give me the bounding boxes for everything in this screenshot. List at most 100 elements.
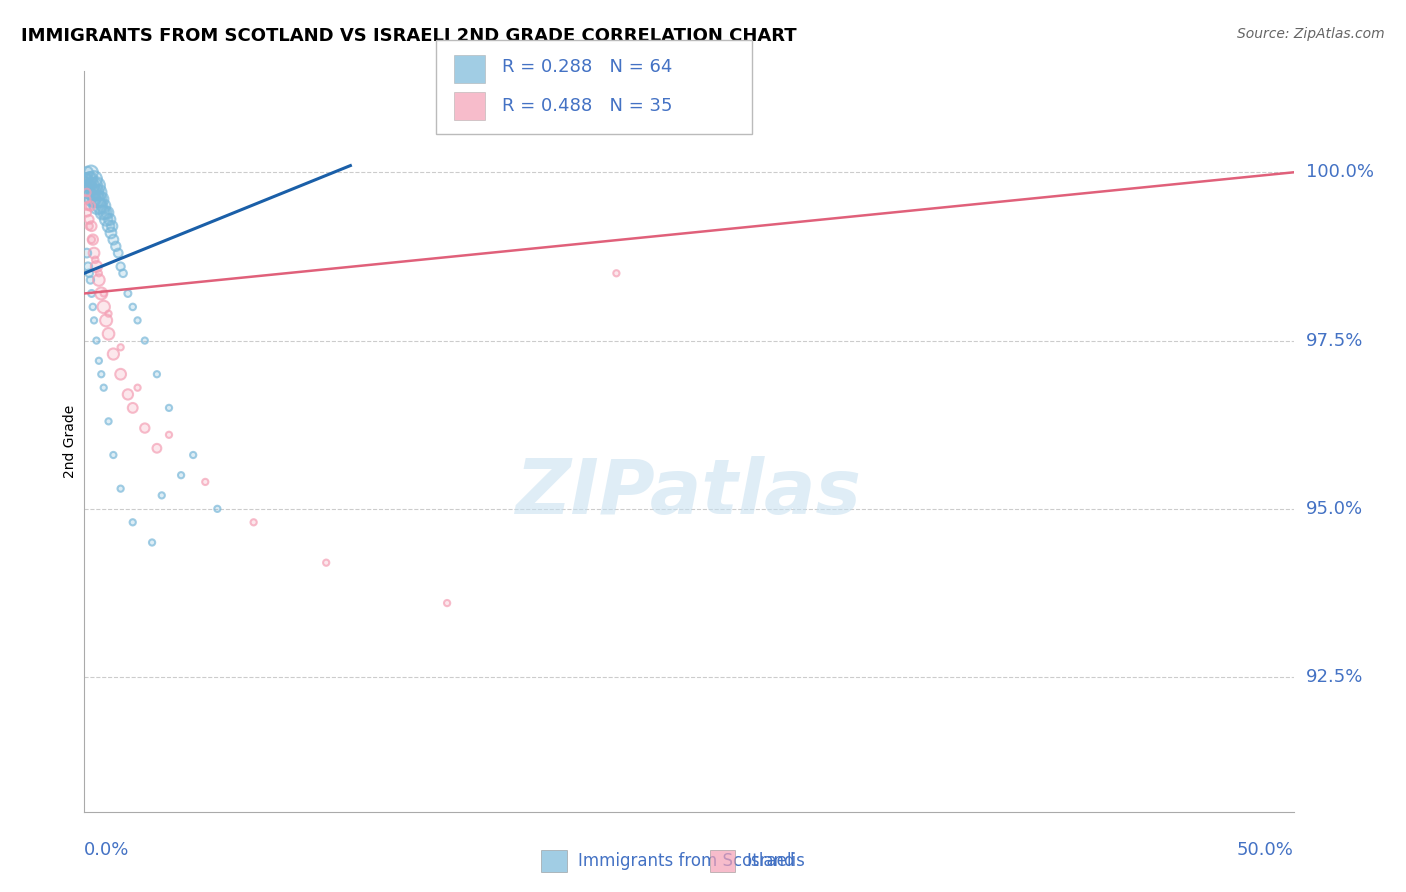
Point [87,273,110,287]
Point [79,178,101,193]
Point [79,199,101,213]
Point [97,219,120,234]
Point [436,596,458,610]
Point [112,266,135,280]
Point [86,199,108,213]
Point [87,186,110,200]
Point [110,260,132,274]
Point [90,368,112,382]
Point [97,414,120,428]
Point [87,266,110,280]
Point [75,192,97,206]
Point [93,381,115,395]
Point [83,186,105,200]
Point [242,516,264,530]
Point [107,246,129,260]
Point [77,186,100,200]
Point [110,260,132,274]
Point [75,192,97,206]
Point [94,313,117,327]
Point [76,186,98,200]
Point [207,501,229,516]
Point [90,192,112,206]
Point [77,219,100,234]
Point [121,516,143,530]
Text: IMMIGRANTS FROM SCOTLAND VS ISRAELI 2ND GRADE CORRELATION CHART: IMMIGRANTS FROM SCOTLAND VS ISRAELI 2ND … [21,27,797,45]
Point [97,307,120,321]
Text: Immigrants from Scotland: Immigrants from Scotland [578,852,794,871]
Point [77,212,100,227]
Point [170,468,193,483]
Point [605,266,627,280]
Point [100,226,122,240]
Point [87,192,110,206]
Point [77,266,100,280]
Point [157,401,180,415]
Point [83,313,105,327]
Point [90,286,112,301]
Point [87,192,110,206]
Point [86,260,108,274]
Point [127,381,149,395]
Point [97,326,120,341]
Point [112,266,135,280]
Point [76,246,98,260]
Point [79,199,101,213]
Point [98,212,121,227]
Text: 97.5%: 97.5% [1306,332,1362,350]
Point [90,286,112,301]
Point [80,165,103,179]
Text: 92.5%: 92.5% [1306,668,1362,686]
Point [93,286,115,301]
Point [134,334,156,348]
Point [150,488,173,502]
Point [82,300,104,314]
Point [77,219,100,234]
Point [101,219,124,234]
Point [80,219,103,234]
Point [93,300,115,314]
Text: 95.0%: 95.0% [1306,500,1362,518]
Point [117,286,139,301]
Point [82,178,104,193]
Point [93,199,115,213]
Point [82,192,104,206]
Point [93,381,115,395]
Point [127,313,149,327]
Point [76,165,98,179]
Point [93,286,115,301]
Point [315,556,337,570]
Point [82,300,104,314]
Text: 50.0%: 50.0% [1237,841,1294,859]
Point [79,273,101,287]
Point [121,300,143,314]
Point [80,186,103,200]
Point [110,368,132,382]
Point [134,334,156,348]
Y-axis label: 2nd Grade: 2nd Grade [63,405,77,478]
Point [207,501,229,516]
Point [97,219,120,234]
Point [103,347,125,361]
Point [121,516,143,530]
Point [83,178,105,193]
Point [103,347,125,361]
Point [77,178,100,193]
Point [141,535,163,549]
Point [436,596,458,610]
Point [110,482,132,496]
Point [86,260,108,274]
Point [110,340,132,354]
Point [157,401,180,415]
Point [91,205,114,219]
Point [117,387,139,401]
Point [87,353,110,368]
Point [98,212,121,227]
Point [80,165,103,179]
Point [82,233,104,247]
Point [93,199,115,213]
Point [77,199,100,213]
Point [110,368,132,382]
Point [86,199,108,213]
Point [110,482,132,496]
